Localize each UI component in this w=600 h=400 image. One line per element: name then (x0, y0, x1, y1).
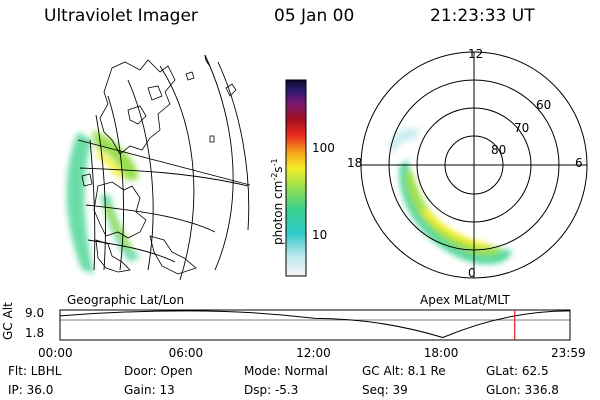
info-filter: Flt: LBHL (8, 364, 62, 378)
colorbar-tick-10: 10 (312, 228, 328, 242)
altitude-ylabel: GC Alt (1, 302, 15, 340)
geo-panel-label: Geographic Lat/Lon (67, 293, 185, 307)
info-dsp: Dsp: -5.3 (244, 383, 299, 397)
date-label: 05 Jan 00 (274, 6, 355, 26)
altitude-xtick-label: 00:00 (38, 346, 73, 360)
info-gc-alt: GC Alt: 8.1 Re (362, 364, 446, 378)
altitude-series-layer (59, 310, 571, 340)
altitude-ytick-bottom: 1.8 (25, 326, 45, 340)
info-gain: Gain: 13 (124, 383, 175, 397)
mlt-label-12: 12 (468, 47, 484, 61)
info-seq: Seq: 39 (362, 383, 408, 397)
mlt-label-18: 18 (347, 156, 363, 170)
polar-plot (360, 51, 588, 279)
info-mode: Mode: Normal (244, 364, 328, 378)
info-glat: GLat: 62.5 (486, 364, 549, 378)
lat-label-70: 70 (514, 121, 530, 135)
altitude-series-line (59, 310, 571, 339)
altitude-xtick-label: 06:00 (168, 346, 204, 360)
info-ip: IP: 36.0 (8, 383, 54, 397)
colorbar-gradient (285, 79, 307, 277)
altitude-xtick-label: 23:59 (551, 346, 586, 360)
altitude-xtick-label: 12:00 (296, 346, 331, 360)
altitude-xtick-label: 18:00 (423, 346, 459, 360)
aurora-oval-polar (388, 128, 512, 265)
lat-label-80: 80 (491, 143, 507, 157)
info-door: Door: Open (124, 364, 193, 378)
colorbar-tick-100: 100 (312, 141, 335, 155)
info-glon: GLon: 336.8 (486, 383, 559, 397)
altitude-ytick-top: 9.0 (25, 306, 45, 320)
mlt-label-0: 0 (468, 266, 476, 280)
mlt-label-6: 6 (575, 156, 583, 170)
lat-label-60: 60 (536, 98, 552, 112)
aurora-oval-geo (66, 130, 140, 274)
colorbar-unit-label: photon cm-2s-1 (270, 158, 285, 245)
time-label: 21:23:33 UT (430, 6, 535, 26)
altitude-plot-frame (59, 309, 571, 341)
polar-panel-label: Apex MLat/MLT (420, 293, 510, 307)
geographic-map (66, 54, 251, 281)
instrument-title: Ultraviolet Imager (44, 6, 198, 26)
